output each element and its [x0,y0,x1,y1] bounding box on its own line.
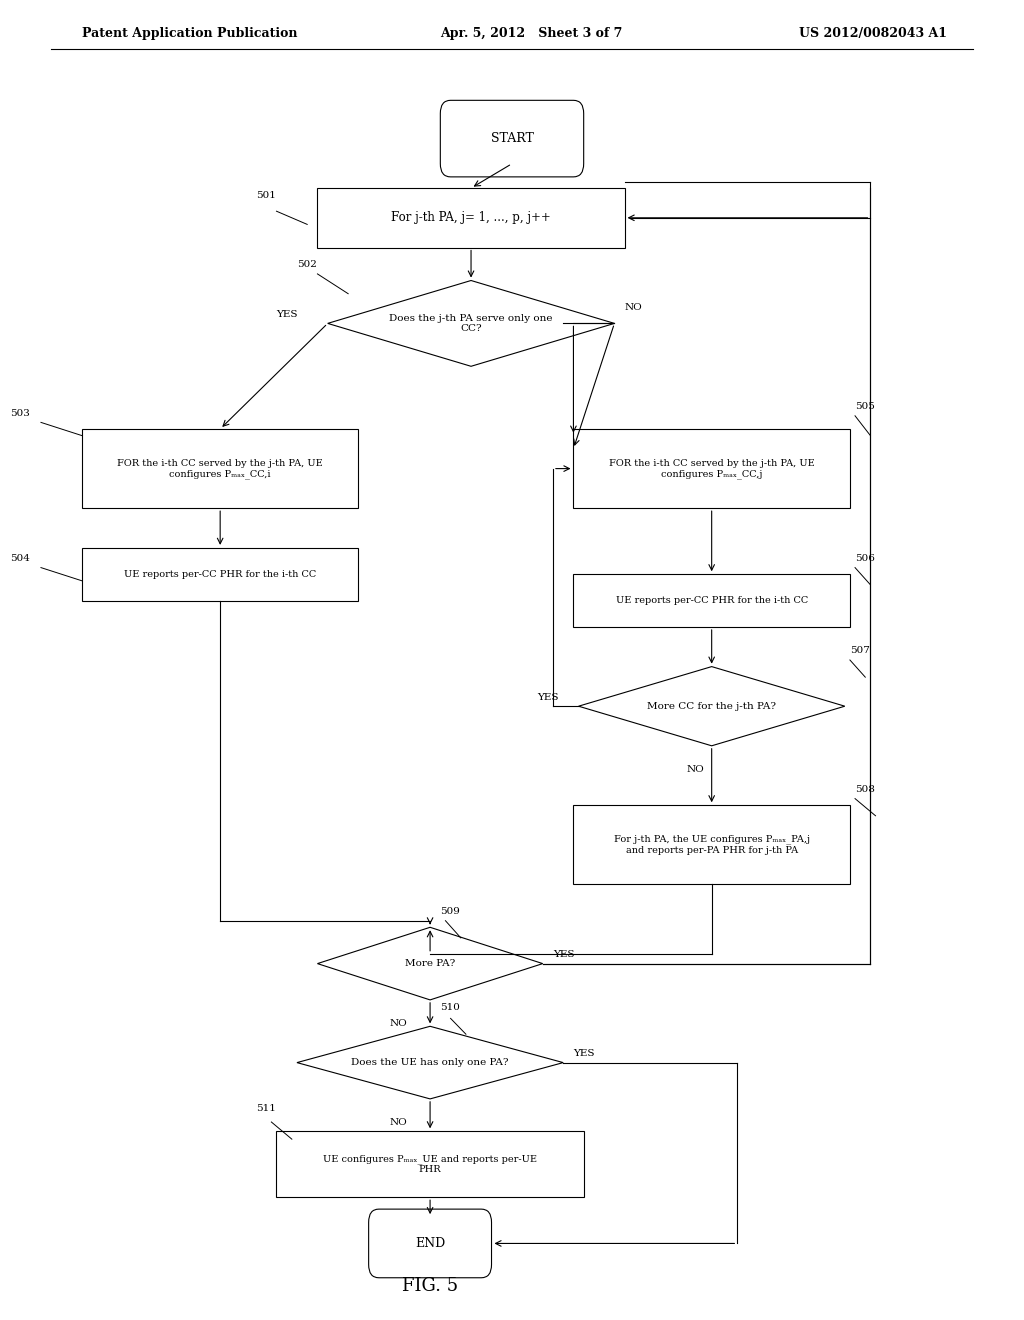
Text: NO: NO [389,1118,407,1127]
Text: 505: 505 [855,403,874,412]
Text: FIG. 5: FIG. 5 [402,1276,458,1295]
Text: Patent Application Publication: Patent Application Publication [82,26,297,40]
Polygon shape [297,1027,563,1098]
Polygon shape [328,281,614,366]
Text: US 2012/0082043 A1: US 2012/0082043 A1 [799,26,947,40]
Text: NO: NO [686,766,703,775]
Text: 502: 502 [297,260,316,269]
FancyBboxPatch shape [573,805,850,884]
Text: YES: YES [276,310,298,319]
FancyBboxPatch shape [317,187,625,248]
Text: END: END [415,1237,445,1250]
Text: NO: NO [625,304,642,313]
Text: 508: 508 [855,785,874,795]
Text: FOR the i-th CC served by the j-th PA, UE
configures Pₘₐₓ_CC,i: FOR the i-th CC served by the j-th PA, U… [118,458,323,479]
Text: YES: YES [553,950,574,960]
Text: UE reports per-CC PHR for the i-th CC: UE reports per-CC PHR for the i-th CC [615,597,808,605]
Text: More PA?: More PA? [404,960,456,968]
FancyBboxPatch shape [573,429,850,508]
Text: Does the UE has only one PA?: Does the UE has only one PA? [351,1059,509,1067]
Text: START: START [490,132,534,145]
Text: NO: NO [389,1019,407,1028]
Text: Apr. 5, 2012   Sheet 3 of 7: Apr. 5, 2012 Sheet 3 of 7 [440,26,623,40]
FancyBboxPatch shape [82,429,358,508]
FancyBboxPatch shape [82,548,358,601]
Text: More CC for the j-th PA?: More CC for the j-th PA? [647,702,776,710]
Text: 501: 501 [256,191,275,201]
Text: 506: 506 [855,554,874,564]
Text: YES: YES [538,693,559,702]
Text: For j-th PA, j= 1, ..., p, j++: For j-th PA, j= 1, ..., p, j++ [391,211,551,224]
Polygon shape [317,927,543,1001]
Text: Does the j-th PA serve only one
CC?: Does the j-th PA serve only one CC? [389,314,553,333]
Text: 510: 510 [440,1003,460,1012]
Text: 509: 509 [440,907,460,916]
Text: YES: YES [573,1049,595,1059]
Text: FOR the i-th CC served by the j-th PA, UE
configures Pₘₐₓ_CC,j: FOR the i-th CC served by the j-th PA, U… [609,458,814,479]
FancyBboxPatch shape [440,100,584,177]
Text: 511: 511 [256,1105,275,1114]
Text: For j-th PA, the UE configures Pₘₐₓ_PA,j
and reports per-PA PHR for j-th PA: For j-th PA, the UE configures Pₘₐₓ_PA,j… [613,834,810,855]
FancyBboxPatch shape [573,574,850,627]
Polygon shape [579,667,845,746]
Text: 504: 504 [10,554,30,564]
FancyBboxPatch shape [276,1131,584,1197]
FancyBboxPatch shape [369,1209,492,1278]
Text: 503: 503 [10,409,30,418]
Text: UE reports per-CC PHR for the i-th CC: UE reports per-CC PHR for the i-th CC [124,570,316,578]
Text: 507: 507 [850,647,869,656]
Text: UE configures Pₘₐₓ_UE and reports per-UE
PHR: UE configures Pₘₐₓ_UE and reports per-UE… [324,1154,537,1175]
